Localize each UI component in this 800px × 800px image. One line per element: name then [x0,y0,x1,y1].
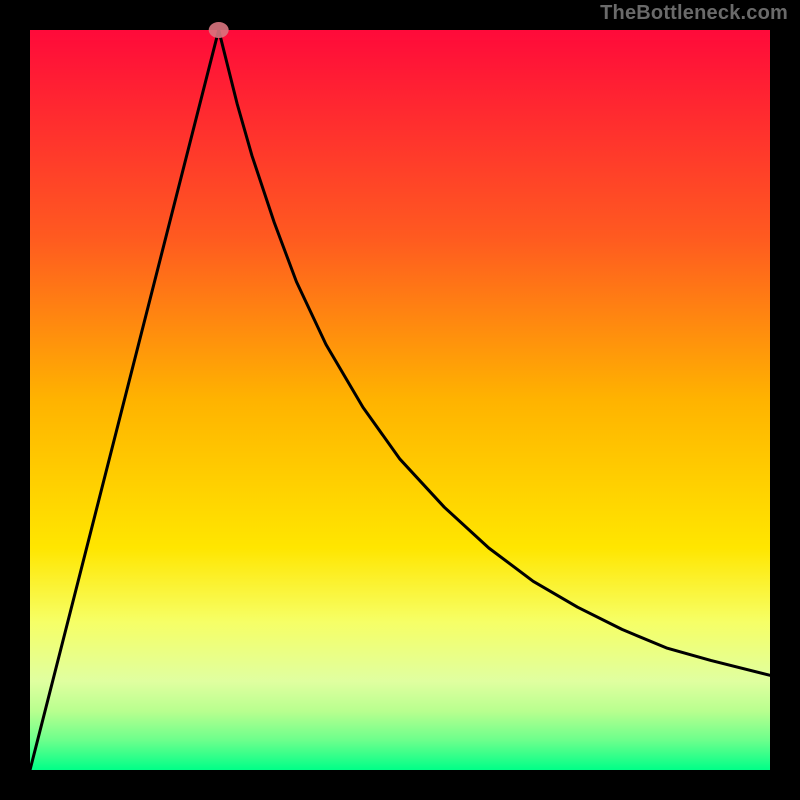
minimum-marker [209,22,229,38]
chart-container: TheBottleneck.com [0,0,800,800]
plot-background [30,30,770,770]
watermark-text: TheBottleneck.com [600,2,788,25]
bottleneck-chart [0,0,800,800]
